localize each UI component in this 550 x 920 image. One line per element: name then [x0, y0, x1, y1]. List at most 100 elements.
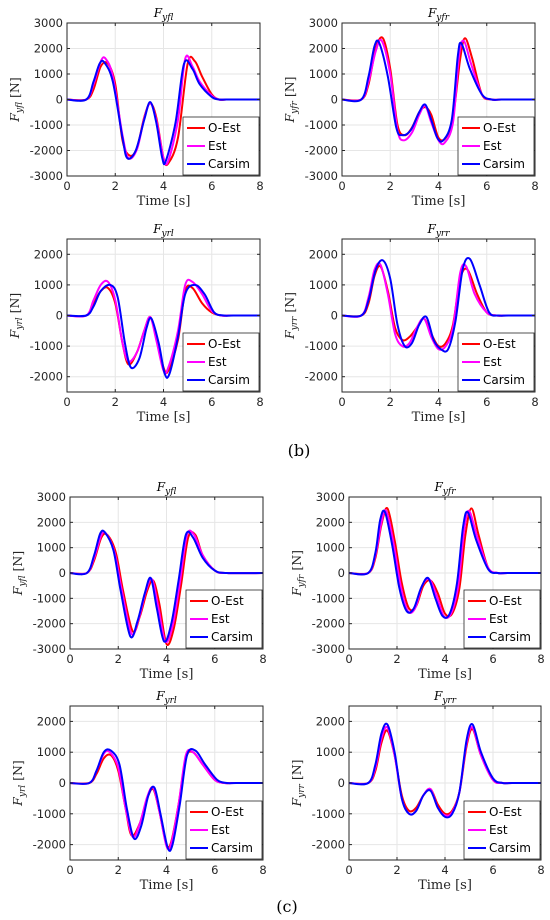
y-tick-label: -1000 [305, 339, 338, 353]
x-tick-label: 4 [435, 179, 442, 193]
y-tick-label: -2000 [312, 838, 345, 852]
y-axis-label-unit: [N] [10, 760, 25, 785]
y-axis-label: Fyrr [N] [282, 292, 300, 340]
y-axis-label-symbol: F [10, 585, 25, 596]
x-tick-label: 4 [435, 395, 442, 409]
legend-entry: Carsim [489, 841, 531, 855]
x-tick-label: 0 [66, 652, 73, 666]
chart-title-subscript: yfr [435, 13, 449, 23]
y-axis-label-subscript: yfl [15, 102, 25, 114]
chart-title-symbol: F [153, 6, 163, 20]
y-tick-label: -3000 [305, 169, 338, 183]
x-tick-label: 4 [163, 652, 170, 666]
chart-title-subscript: yrl [161, 229, 174, 239]
x-tick-label: 4 [163, 863, 170, 877]
chart-title-symbol: F [433, 689, 443, 703]
legend-entry: Carsim [208, 373, 250, 387]
legend-entry: O-Est [208, 337, 241, 351]
y-tick-label: 0 [331, 309, 338, 323]
y-tick-label: -3000 [33, 642, 66, 656]
x-tick-label: 6 [489, 652, 496, 666]
y-axis-label-unit: [N] [289, 550, 304, 575]
y-tick-label: 3000 [309, 16, 338, 30]
legend-entry: Carsim [483, 157, 525, 171]
y-tick-label: -1000 [33, 807, 66, 821]
chart-b-yfr: 0 2 4 6 8 -3000 -2000 -1000 0 1000 2000 3000 Fyfr Tim… [282, 6, 539, 209]
series-group [70, 529, 263, 646]
legend-entry: Carsim [208, 157, 250, 171]
legend-entry: O-Est [489, 805, 522, 819]
chart-title-symbol: F [427, 6, 437, 20]
y-axis-label-symbol: F [7, 112, 22, 123]
chart-title-subscript: yfl [161, 13, 173, 23]
chart-title: Fyrr [433, 689, 457, 706]
y-tick-label: -1000 [30, 339, 63, 353]
x-tick-label: 2 [393, 652, 400, 666]
y-axis-label-unit: [N] [289, 759, 304, 784]
y-axis-label-unit: [N] [7, 77, 22, 102]
chart-c-yrl: 0 2 4 6 8 -2000 -1000 0 1000 2000 Fyrl Time [s] Fyrl… [10, 689, 267, 893]
y-axis-label: Fyfr [N] [289, 550, 307, 597]
chart-title-symbol: F [156, 480, 166, 494]
x-axis-label: Time [s] [137, 194, 191, 209]
y-tick-label: -2000 [33, 838, 66, 852]
y-tick-label: 1000 [309, 278, 338, 292]
y-axis-label-symbol: F [289, 586, 304, 597]
y-tick-label: 1000 [34, 278, 63, 292]
legend-entry: O-Est [489, 594, 522, 608]
legend-entry: Carsim [211, 630, 253, 644]
y-tick-label: -3000 [30, 169, 63, 183]
chart-title-symbol: F [433, 480, 443, 494]
series-line-carsim [342, 257, 535, 353]
x-tick-label: 4 [160, 179, 167, 193]
legend-entry: Est [211, 612, 230, 626]
y-tick-label: 1000 [316, 541, 345, 555]
x-tick-label: 0 [338, 179, 345, 193]
legend-entry: Carsim [489, 630, 531, 644]
y-axis-label-subscript: yfr [290, 100, 300, 114]
x-tick-label: 8 [537, 652, 544, 666]
y-tick-label: 1000 [34, 67, 63, 81]
x-axis-label: Time [s] [418, 878, 472, 893]
legend: O-Est Est Carsim [463, 800, 541, 860]
x-tick-label: 8 [256, 395, 263, 409]
chart-b-yrl: 0 2 4 6 8 -2000 -1000 0 1000 2000 Fyrl Time [s] Fyrl… [7, 222, 264, 425]
y-axis-label-symbol: F [282, 113, 297, 124]
y-tick-label: 2000 [316, 515, 345, 529]
y-tick-label: 1000 [316, 745, 345, 759]
chart-title: Fyrr [426, 222, 450, 239]
chart-title-symbol: F [152, 222, 162, 236]
y-axis-label-unit: [N] [7, 293, 22, 318]
series-line-carsim [70, 529, 263, 643]
chart-title: Fyrl [152, 222, 174, 239]
y-tick-label: -2000 [30, 370, 63, 384]
chart-title: Fyfl [153, 6, 173, 23]
y-tick-label: 2000 [309, 247, 338, 261]
x-tick-label: 0 [338, 395, 345, 409]
legend-entry: O-Est [483, 337, 516, 351]
y-axis-label-symbol: F [7, 328, 22, 339]
chart-b-yrr: 0 2 4 6 8 -2000 -1000 0 1000 2000 Fyrr Time [s] Fyrr… [282, 222, 539, 425]
caption-c: (c) [276, 897, 297, 916]
y-axis-label: Fyrr [N] [289, 759, 307, 807]
legend: O-Est Est Carsim [185, 800, 263, 860]
y-tick-label: 2000 [309, 42, 338, 56]
y-tick-label: -2000 [305, 370, 338, 384]
legend: O-Est Est Carsim [457, 116, 535, 176]
y-axis-label: Fyrl [N] [7, 293, 25, 340]
chart-title: Fyfl [156, 480, 176, 497]
chart-title-subscript: yfr [442, 487, 456, 497]
x-axis-label: Time [s] [418, 667, 472, 682]
y-axis-label-unit: [N] [282, 292, 297, 317]
legend-entry: Est [483, 355, 502, 369]
x-tick-label: 8 [531, 179, 538, 193]
chart-c-yrr: 0 2 4 6 8 -2000 -1000 0 1000 2000 Fyrr Time [s] Fyrr… [289, 689, 545, 893]
y-axis-label: Fyfl [N] [10, 551, 28, 596]
y-axis-label-subscript: yrl [15, 317, 25, 330]
legend: O-Est Est Carsim [185, 589, 263, 649]
x-tick-label: 8 [537, 863, 544, 877]
y-tick-label: 2000 [316, 714, 345, 728]
y-axis-label-subscript: yfr [297, 574, 307, 588]
y-tick-label: -2000 [30, 144, 63, 158]
series-line-carsim [67, 283, 260, 379]
